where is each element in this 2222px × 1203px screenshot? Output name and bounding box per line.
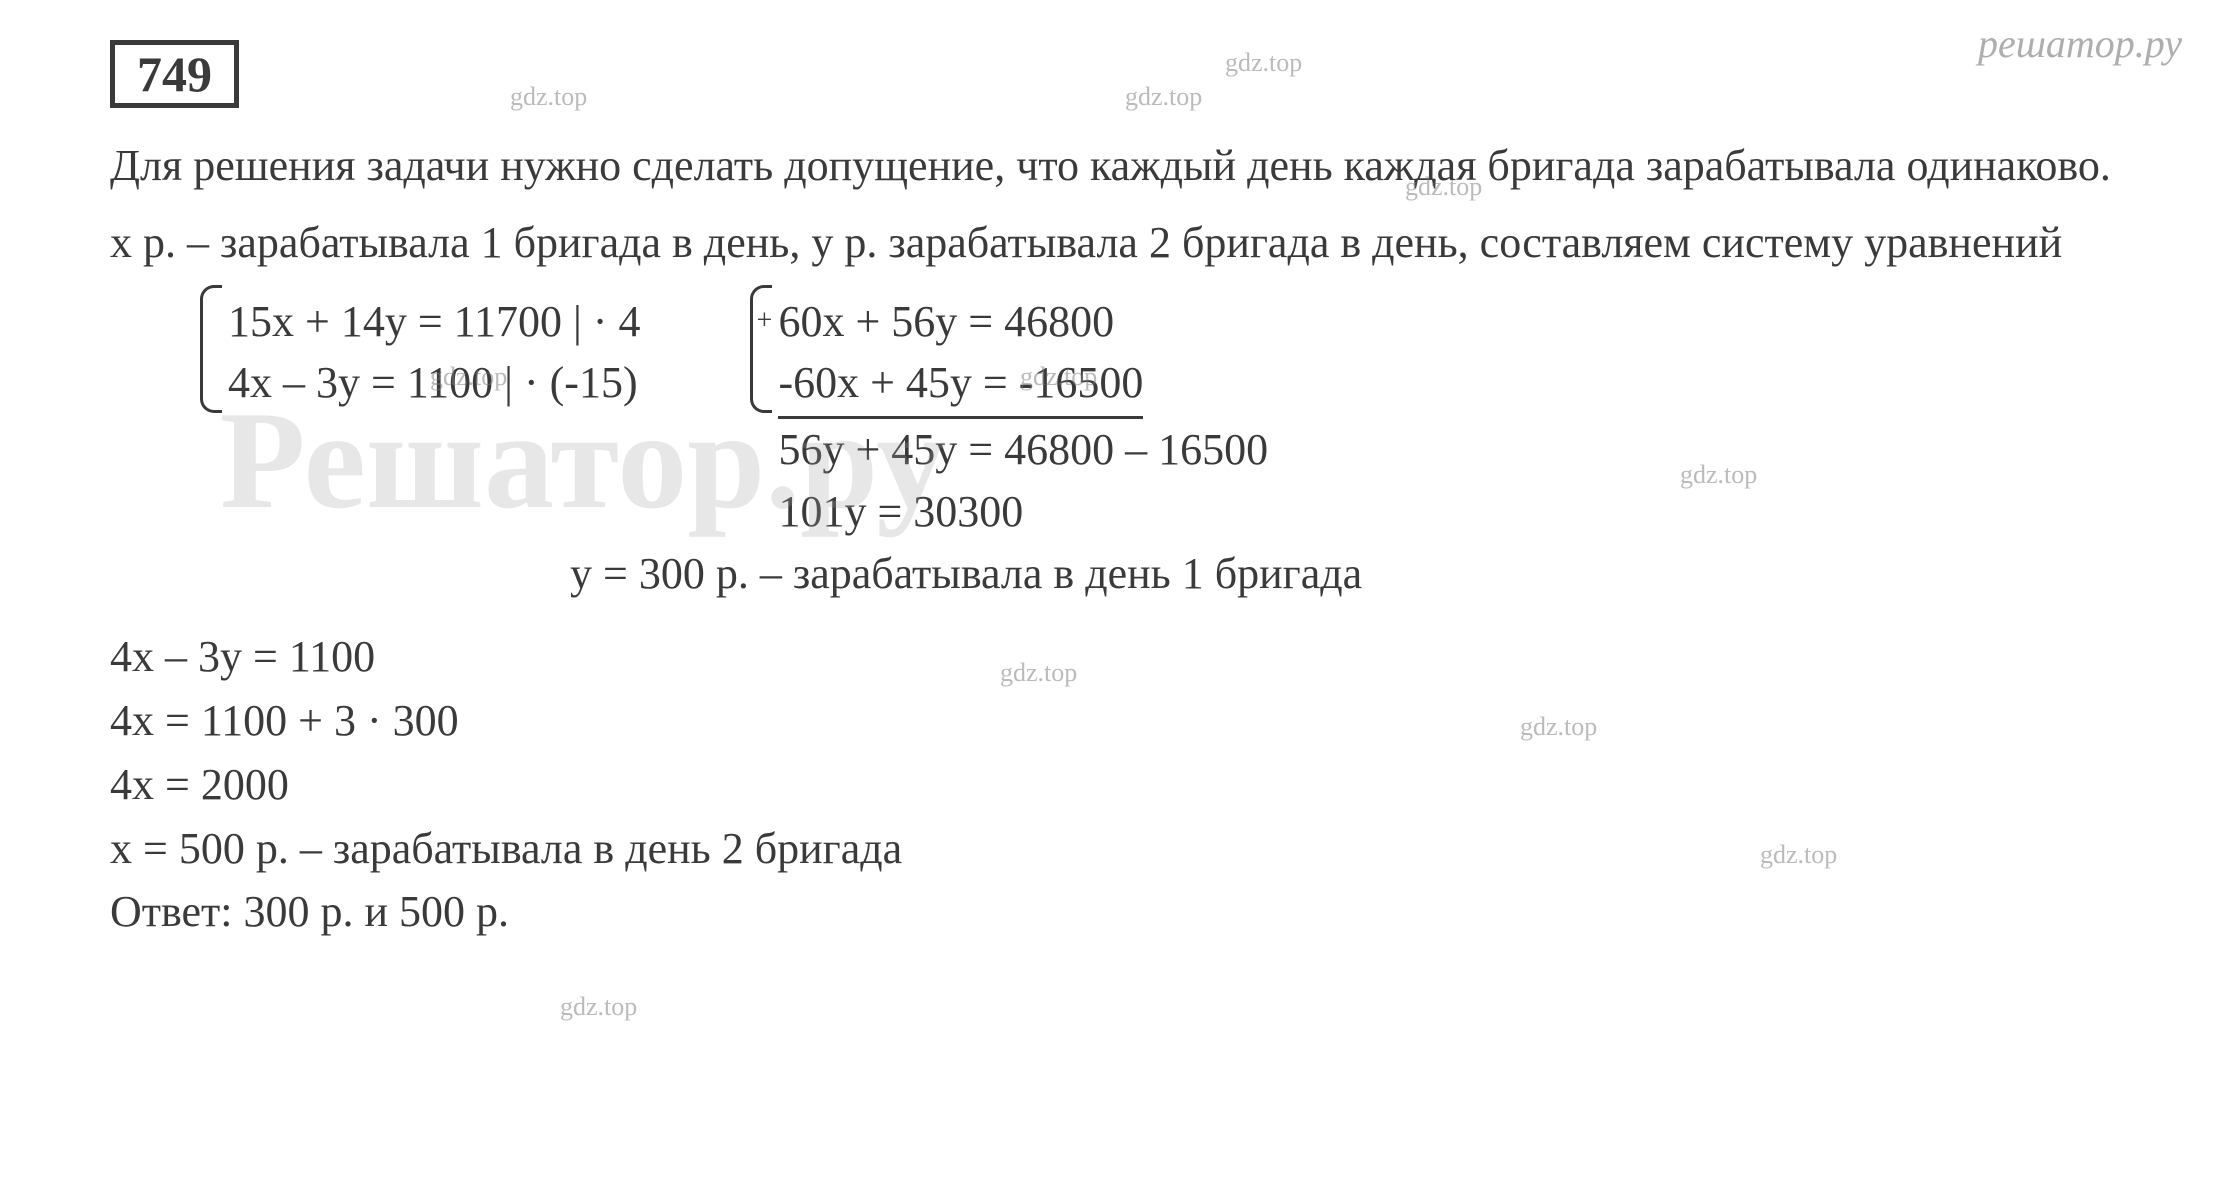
system1-line1: 15x + 14y = 11700 | · 4 — [228, 291, 640, 353]
system1-line2: 4x – 3y = 1100 | · (-15) — [228, 352, 640, 414]
sol-l2: 4x = 1100 + 3 · 300 — [110, 689, 2112, 753]
problem-number-badge: 749 — [110, 40, 239, 108]
gdz-mark: gdz.top — [1125, 82, 1202, 112]
system-right-inner: + 60x + 56y = 46800 -60x + 45y = -16500 … — [750, 291, 1268, 542]
system-left: 15x + 14y = 11700 | · 4 4x – 3y = 1100 |… — [200, 291, 640, 414]
page: решатор.ру 749 Для решения задачи нужно … — [0, 0, 2222, 1203]
system-right: + 60x + 56y = 46800 -60x + 45y = -16500 … — [750, 291, 1268, 542]
brace-left — [200, 285, 222, 413]
sol-l1: 4x – 3y = 1100 — [110, 625, 2112, 689]
system2-line2-underlined: -60x + 45y = -16500 — [778, 352, 1143, 419]
gdz-mark: gdz.top — [1225, 48, 1302, 78]
system2-line4: 101y = 30300 — [778, 481, 1268, 543]
system2-line1: 60x + 56y = 46800 — [778, 291, 1268, 353]
addition-mark: + — [756, 305, 772, 337]
assumption-paragraph: Для решения задачи нужно сделать допущен… — [110, 136, 2112, 195]
gdz-mark: gdz.top — [510, 82, 587, 112]
system2-line3: 56y + 45y = 46800 – 16500 — [778, 419, 1268, 481]
sol-l5: Ответ: 300 р. и 500 р. — [110, 880, 2112, 944]
solution-block: 4x – 3y = 1100 4x = 1100 + 3 · 300 4x = … — [110, 625, 2112, 944]
equation-systems-row: 15x + 14y = 11700 | · 4 4x – 3y = 1100 |… — [200, 291, 2112, 542]
system2-line2: -60x + 45y = -16500 — [778, 352, 1268, 419]
setup-paragraph: x р. – зарабатывала 1 бригада в день, y … — [110, 213, 2112, 272]
gdz-mark: gdz.top — [560, 992, 637, 1022]
system2-line5: y = 300 р. – зарабатывала в день 1 брига… — [570, 548, 2112, 599]
sol-l4: x = 500 р. – зарабатывала в день 2 брига… — [110, 817, 2112, 881]
site-watermark-top: решатор.ру — [1978, 20, 2182, 67]
sol-l3: 4x = 2000 — [110, 753, 2112, 817]
